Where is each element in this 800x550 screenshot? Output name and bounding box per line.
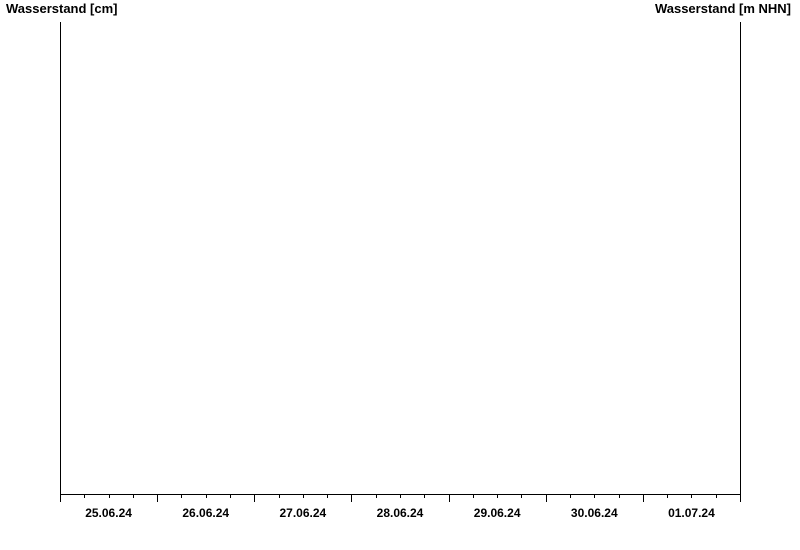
x-tick-label: 27.06.24 bbox=[279, 506, 326, 520]
x-tick-label: 26.06.24 bbox=[182, 506, 229, 520]
left-y-axis-label: Wasserstand [cm] bbox=[6, 1, 118, 16]
x-tick-label: 29.06.24 bbox=[474, 506, 521, 520]
x-tick-label: 25.06.24 bbox=[85, 506, 132, 520]
x-tick-label: 01.07.24 bbox=[668, 506, 715, 520]
right-y-axis-label: Wasserstand [m NHN] bbox=[654, 1, 791, 16]
x-tick-label: 28.06.24 bbox=[377, 506, 424, 520]
x-tick-label: 30.06.24 bbox=[571, 506, 618, 520]
